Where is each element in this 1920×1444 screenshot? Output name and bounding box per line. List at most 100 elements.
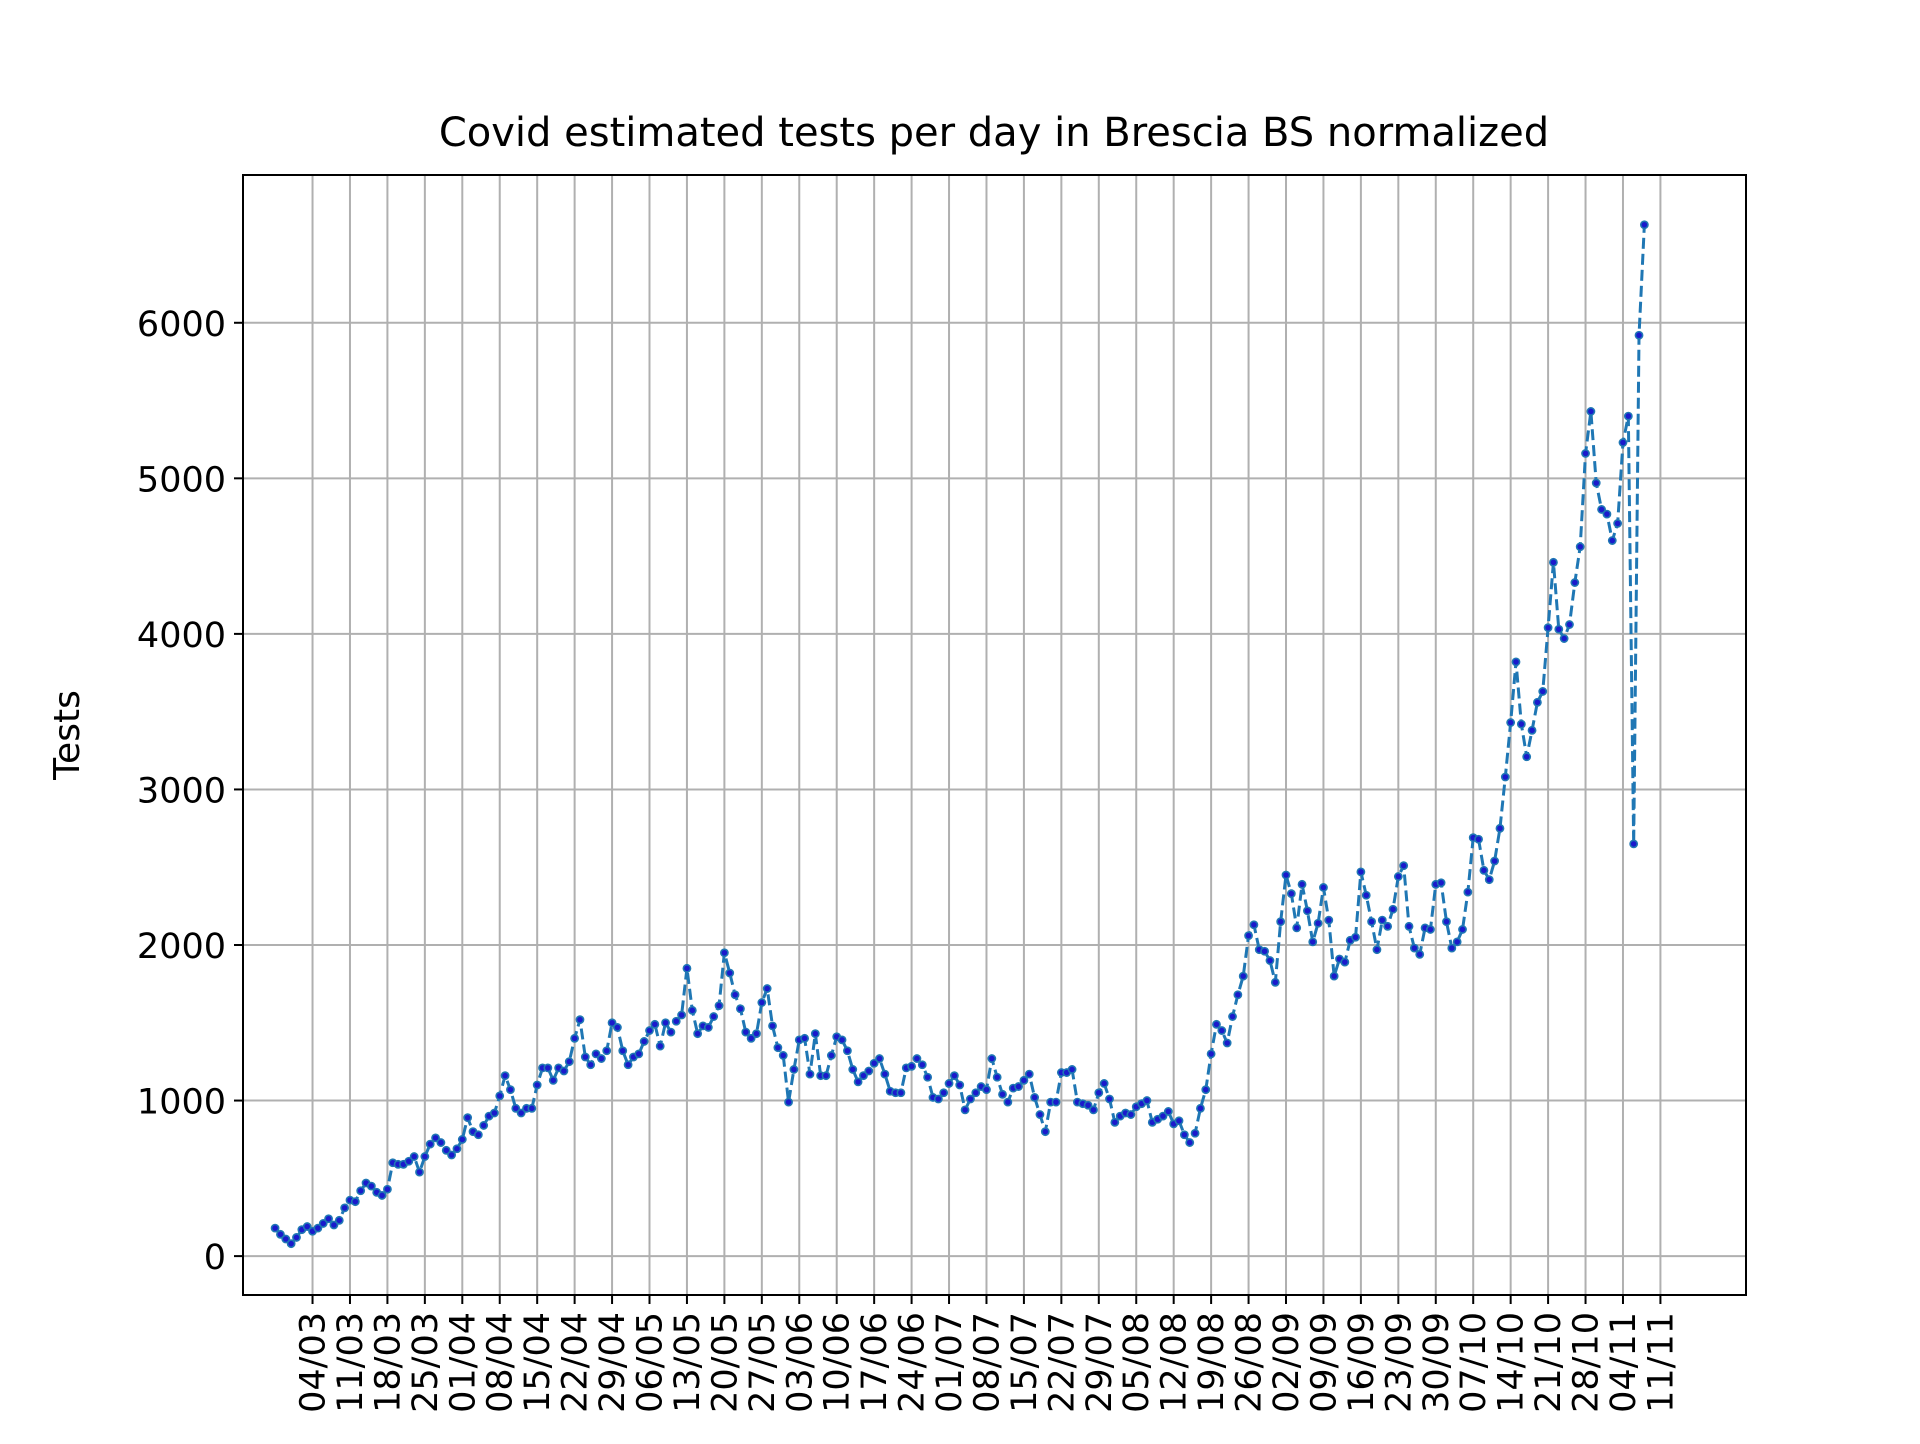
x-tick-label: 17/06 (855, 1312, 895, 1413)
data-point (570, 1033, 580, 1043)
data-point (1613, 519, 1623, 528)
data-point (650, 1019, 660, 1029)
data-point (682, 963, 692, 973)
x-tick-label: 03/06 (780, 1312, 820, 1413)
x-tick-label: 08/07 (967, 1312, 1007, 1413)
y-tick-label: 0 (204, 1238, 226, 1278)
data-point (944, 1079, 954, 1088)
data-point (1597, 505, 1606, 514)
data-point (768, 1021, 777, 1031)
data-point (1500, 772, 1510, 782)
data-point (602, 1046, 612, 1056)
data-point (596, 1054, 606, 1063)
data-point (623, 1060, 633, 1070)
data-point (693, 1029, 703, 1039)
x-tick-label: 23/09 (1379, 1312, 1419, 1413)
data-point (1270, 977, 1280, 987)
data-point (923, 1072, 933, 1082)
x-tick-label: 15/07 (1005, 1312, 1045, 1413)
data-point (1522, 752, 1532, 762)
data-point (869, 1058, 879, 1068)
data-point (489, 1108, 499, 1118)
series-tests (270, 220, 1649, 1249)
data-point (607, 1018, 617, 1028)
x-tick-label: 11/03 (331, 1312, 371, 1413)
data-point (875, 1054, 884, 1063)
data-point (800, 1033, 810, 1043)
y-axis: 0 1000 2000 3000 4000 5000 6000 (137, 305, 243, 1278)
data-point (1404, 921, 1414, 931)
data-point (752, 1029, 761, 1039)
data-point (810, 1029, 820, 1039)
data-point (1174, 1116, 1184, 1126)
data-point (1484, 875, 1494, 885)
data-point (1463, 887, 1473, 897)
data-point (719, 948, 729, 958)
data-point (1533, 697, 1542, 707)
data-point (334, 1215, 344, 1225)
data-point (1377, 915, 1387, 925)
data-point (580, 1052, 590, 1062)
data-point (1003, 1097, 1013, 1107)
data-point (896, 1088, 906, 1098)
data-point (1238, 971, 1248, 981)
data-point (1474, 834, 1483, 844)
data-point (1206, 1049, 1216, 1059)
data-point (409, 1152, 419, 1161)
data-point (441, 1145, 451, 1155)
data-point (789, 1065, 799, 1074)
data-point (1030, 1093, 1040, 1102)
data-point (826, 1051, 836, 1060)
data-point (1634, 330, 1644, 340)
data-point (1019, 1075, 1029, 1085)
data-point (677, 1010, 686, 1020)
data-point (687, 1005, 697, 1015)
y-tick-label: 1000 (137, 1083, 226, 1123)
x-tick-label: 24/06 (893, 1312, 933, 1413)
data-point (837, 1035, 847, 1045)
data-point (1426, 925, 1435, 934)
data-point (324, 1214, 333, 1224)
x-tick-label: 02/09 (1267, 1312, 1307, 1413)
data-point (998, 1089, 1007, 1099)
grid (243, 175, 1746, 1295)
data-point (1308, 937, 1318, 947)
data-point (960, 1105, 970, 1115)
data-point (559, 1066, 569, 1076)
y-tick-label: 3000 (137, 771, 226, 811)
x-axis: 04/0311/0318/0325/0301/0408/0415/0422/04… (294, 1295, 1681, 1413)
data-point (313, 1223, 323, 1233)
plot-frame (242, 174, 1747, 1296)
data-point (987, 1054, 997, 1063)
data-point (741, 1027, 751, 1037)
x-tick-label: 04/11 (1604, 1312, 1644, 1413)
x-tick-label: 11/11 (1641, 1312, 1681, 1413)
data-point (415, 1167, 424, 1177)
data-point (586, 1060, 596, 1070)
data-point (495, 1091, 505, 1101)
data-point (784, 1097, 793, 1107)
data-point (725, 968, 735, 978)
data-point (618, 1046, 628, 1056)
data-point (366, 1181, 376, 1191)
x-tick-label: 06/05 (631, 1312, 671, 1413)
data-point (1217, 1026, 1227, 1035)
data-point (848, 1065, 858, 1074)
x-tick-label: 04/03 (294, 1312, 334, 1413)
data-point (1089, 1105, 1098, 1115)
x-tick-label: 22/04 (556, 1312, 596, 1413)
data-point (1297, 879, 1307, 889)
data-point (864, 1066, 874, 1076)
data-point (1265, 956, 1275, 965)
data-point (302, 1222, 312, 1231)
x-tick-label: 14/10 (1492, 1312, 1532, 1413)
data-point (1249, 920, 1259, 930)
data-point (1629, 839, 1639, 849)
x-tick-label: 18/03 (368, 1312, 408, 1413)
data-point (1442, 917, 1451, 927)
data-point (404, 1156, 414, 1166)
data-point (473, 1130, 483, 1140)
x-tick-label: 01/04 (443, 1312, 483, 1413)
